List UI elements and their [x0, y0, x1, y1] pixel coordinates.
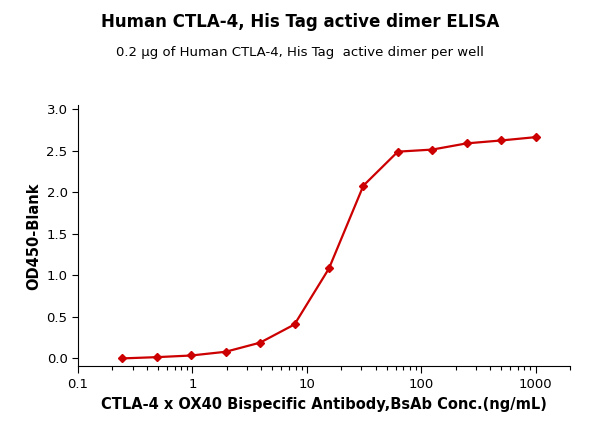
X-axis label: CTLA-4 x OX40 Bispecific Antibody,BsAb Conc.(ng/mL): CTLA-4 x OX40 Bispecific Antibody,BsAb C… [101, 397, 547, 412]
Text: Human CTLA-4, His Tag active dimer ELISA: Human CTLA-4, His Tag active dimer ELISA [101, 13, 499, 31]
Y-axis label: OD450-Blank: OD450-Blank [26, 182, 41, 290]
Text: 0.2 μg of Human CTLA-4, His Tag  active dimer per well: 0.2 μg of Human CTLA-4, His Tag active d… [116, 46, 484, 59]
